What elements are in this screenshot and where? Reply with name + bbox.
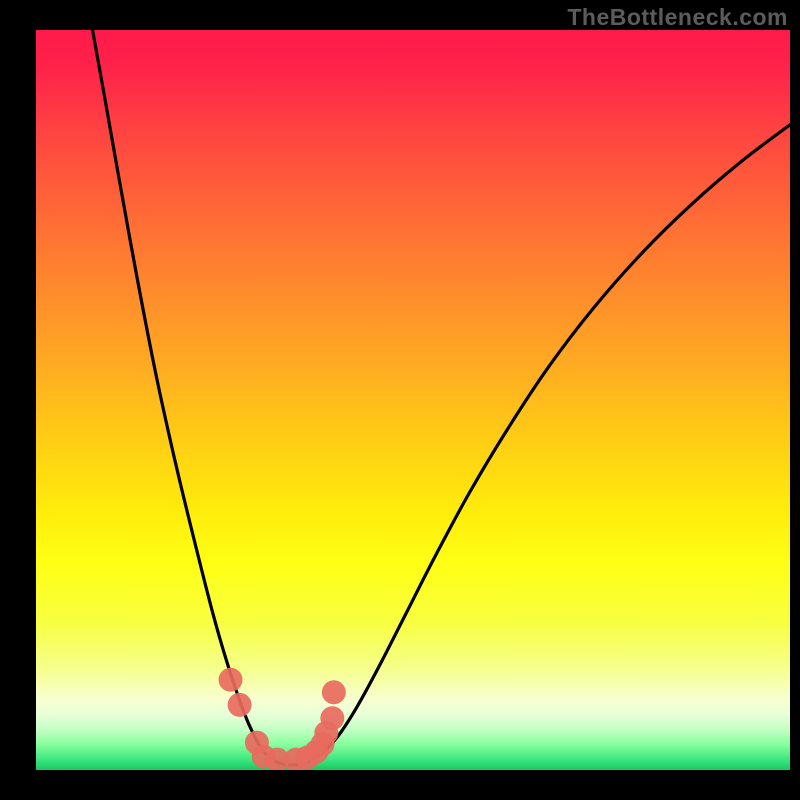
chart-frame: TheBottleneck.com: [0, 0, 800, 800]
chart-svg: [36, 30, 790, 770]
watermark-text: TheBottleneck.com: [567, 4, 788, 31]
data-marker: [219, 668, 243, 692]
plot-area: [36, 30, 790, 770]
data-marker: [320, 706, 344, 730]
gradient-background: [36, 30, 790, 770]
data-marker: [228, 693, 252, 717]
data-marker: [322, 680, 346, 704]
